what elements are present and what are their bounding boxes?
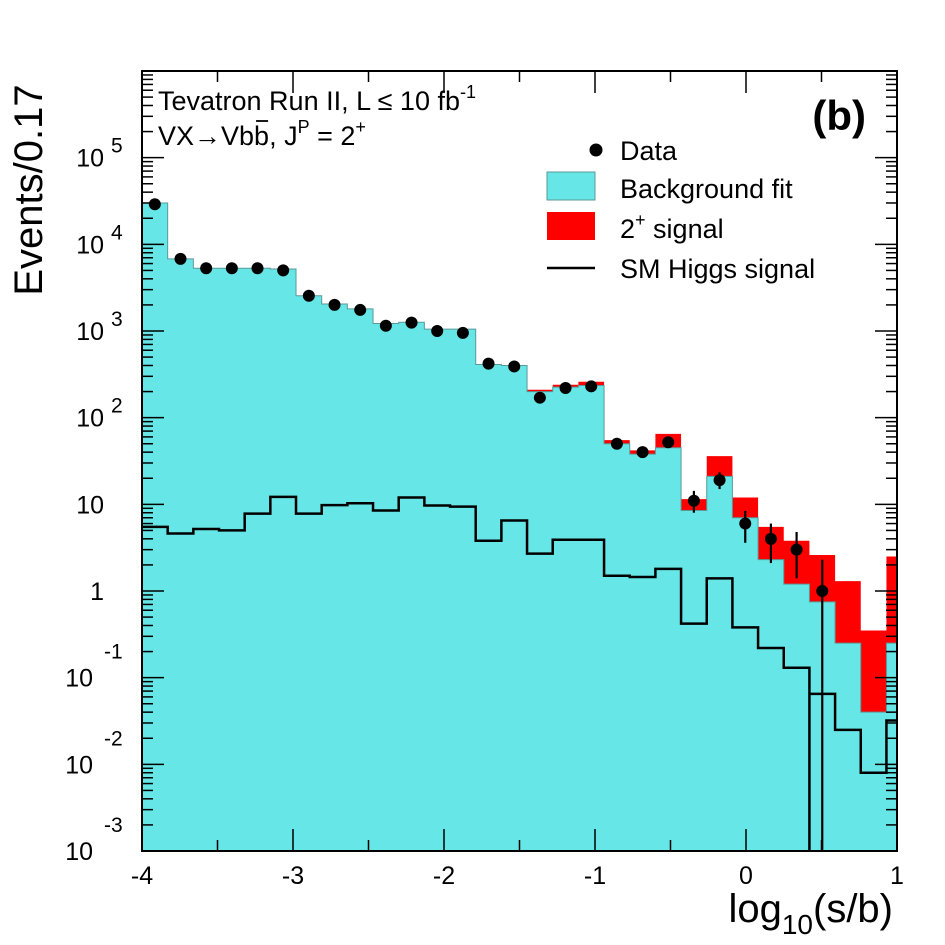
annotation-line2-sup: P <box>298 117 310 137</box>
data-point <box>508 360 521 373</box>
y-tick-label-exponent: -1 <box>104 641 123 664</box>
data-point <box>456 326 469 339</box>
y-tick-label: 10 <box>76 318 104 346</box>
data-point <box>405 316 418 329</box>
annotation-line2-sup2: + <box>355 117 366 137</box>
x-tick-label: 1 <box>890 862 904 890</box>
annotation-line1: Tevatron Run II, L ≤ 10 fb-1 <box>158 82 476 116</box>
data-point <box>482 357 495 370</box>
background-fit-outline <box>142 202 897 713</box>
x-tick-label: -4 <box>131 862 153 890</box>
annotation-line2: VX→Vbb, JP = 2+ <box>158 117 366 151</box>
x-axis-title: log10(s/b) <box>728 887 893 940</box>
y-tick-label: 10 <box>65 751 93 779</box>
data-point <box>148 198 161 211</box>
y-tick-label: 10 <box>65 838 93 866</box>
y-tick-label: 10 <box>76 405 104 433</box>
x-axis-title-rest: (s/b) <box>813 887 893 931</box>
legend-label-data: Data <box>620 136 678 166</box>
background-fit-area <box>142 202 897 852</box>
y-tick-label-exponent: 3 <box>111 308 123 331</box>
data-point <box>764 532 777 545</box>
y-tick-label-exponent: 5 <box>111 135 123 158</box>
data-point <box>379 319 392 332</box>
legend-label-higgs: SM Higgs signal <box>620 254 815 284</box>
annotation-line2-post: = 2 <box>310 121 356 151</box>
y-tick-label: 10 <box>65 665 93 693</box>
data-point <box>559 381 572 394</box>
y-axis-tick-labels: 10 -3 10 -2 10 -1 1 10 10 2 10 3 10 4 10 5 <box>65 135 123 866</box>
annotation-line2-mid: , J <box>269 121 298 151</box>
data-point <box>816 585 829 597</box>
y-tick-label-exponent: -2 <box>104 727 123 750</box>
legend-signal-swatch <box>547 212 595 240</box>
legend-label-signal-sup: + <box>635 210 646 230</box>
y-axis-title: Events/0.17 <box>7 84 51 295</box>
data-point <box>636 446 649 459</box>
legend-data-marker <box>589 143 603 157</box>
data-point <box>328 298 341 311</box>
y-tick-label: 10 <box>76 145 104 173</box>
data-point <box>610 437 623 450</box>
x-axis-tick-labels: -4 -3 -2 -1 0 1 <box>131 862 904 890</box>
y-tick-label-exponent: 2 <box>111 395 123 418</box>
legend: Data Background fit 2+ signal SM Higgs s… <box>546 136 815 284</box>
panel-label: (b) <box>812 92 866 139</box>
annotation-line1-main: Tevatron Run II, L ≤ 10 fb <box>158 86 460 116</box>
x-tick-label: -1 <box>584 862 606 890</box>
x-axis-title-subscript: 10 <box>782 909 813 940</box>
plot-area <box>142 198 897 852</box>
legend-label-background: Background fit <box>620 174 793 204</box>
legend-label-signal: 2+ signal <box>620 210 724 244</box>
x-axis-title-main: log <box>728 887 781 931</box>
data-points <box>148 198 829 851</box>
data-point <box>200 262 213 275</box>
y-tick-label: 10 <box>76 231 104 259</box>
data-point <box>662 436 675 449</box>
y-axis-ticks <box>142 74 897 852</box>
data-point <box>713 474 726 487</box>
data-point <box>739 517 752 530</box>
data-point <box>277 264 290 277</box>
legend-label-signal-pre: 2 <box>620 214 635 244</box>
legend-background-swatch <box>546 171 596 201</box>
y-tick-label: 1 <box>90 578 104 606</box>
data-point <box>585 380 598 393</box>
legend-label-signal-post: signal <box>646 214 724 244</box>
data-point <box>225 262 238 275</box>
data-point <box>302 289 315 302</box>
y-tick-label-exponent: -3 <box>104 814 123 837</box>
data-point <box>687 494 700 507</box>
data-point <box>431 325 444 337</box>
sm-higgs-signal-line <box>142 495 897 851</box>
y-tick-label: 10 <box>76 491 104 519</box>
data-point <box>251 262 264 275</box>
data-point <box>354 303 367 316</box>
annotation-line2-bbar: b <box>254 121 269 151</box>
x-tick-label: 0 <box>739 862 753 890</box>
data-point <box>790 543 803 556</box>
data-point <box>174 252 187 265</box>
annotation-line2-pre: VX→Vb <box>158 121 254 151</box>
y-tick-label-exponent: 4 <box>111 221 123 244</box>
x-tick-label: -2 <box>433 862 455 890</box>
x-tick-label: -3 <box>282 862 304 890</box>
data-point <box>533 391 546 404</box>
annotation-line1-sup: -1 <box>460 82 476 102</box>
